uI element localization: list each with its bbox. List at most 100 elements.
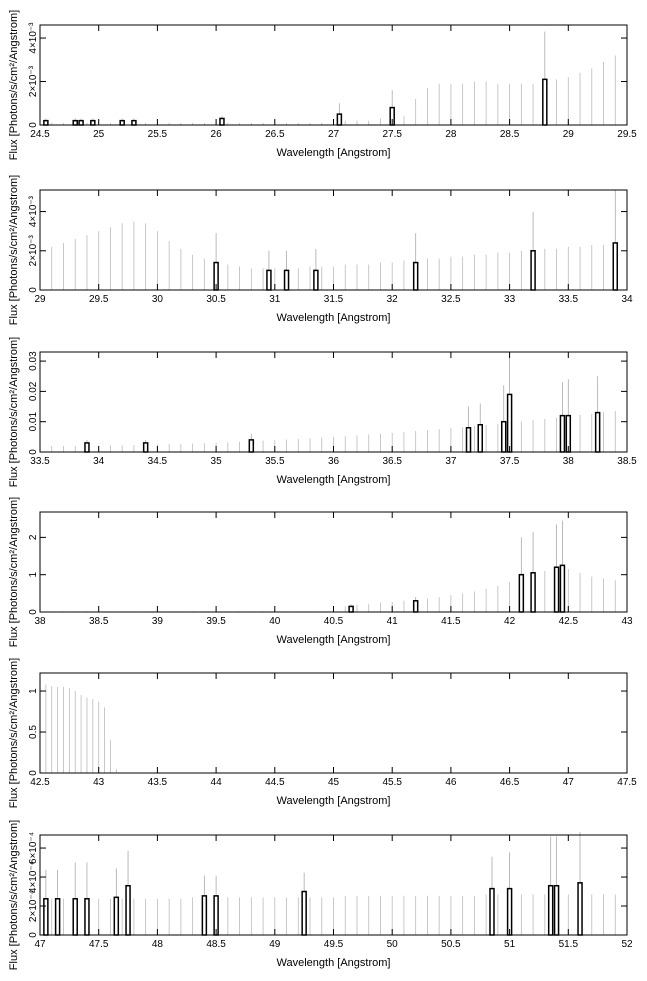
y-tick-label: 4×10⁻⁴ xyxy=(28,861,39,893)
x-tick-label: 26.5 xyxy=(265,129,285,140)
x-tick-label: 44 xyxy=(211,777,223,788)
x-tick-label: 29.5 xyxy=(89,294,109,305)
panel: 42.5 43 43.5 44 44.5 45 45.5 46 46.5 47 47.5 0 0.5 1 W… xyxy=(8,658,637,808)
flux-bin xyxy=(542,78,548,126)
x-tick-label: 36.5 xyxy=(382,456,402,467)
x-tick-label: 37 xyxy=(445,456,457,467)
flux-bin xyxy=(547,884,554,936)
flux-bin xyxy=(594,411,601,453)
y-tick-label: 0 xyxy=(28,287,39,293)
y-tick-label: 0 xyxy=(28,449,39,455)
flux-bin xyxy=(119,119,125,126)
x-tick-label: 48.5 xyxy=(206,939,226,950)
x-tick-label: 45 xyxy=(328,777,340,788)
x-tick-label: 30.5 xyxy=(206,294,226,305)
x-tick-label: 32 xyxy=(387,294,399,305)
flux-bin xyxy=(283,269,290,291)
flux-bin xyxy=(530,572,536,613)
x-tick-label: 26 xyxy=(211,129,223,140)
x-tick-label: 47 xyxy=(34,939,46,950)
x-tick-label: 46.5 xyxy=(500,777,520,788)
flux-bin xyxy=(131,119,137,126)
y-tick-label: 0 xyxy=(28,122,39,128)
x-tick-label: 41 xyxy=(387,616,399,627)
y-tick-label: 4×10⁻³ xyxy=(28,22,39,54)
x-tick-label: 38 xyxy=(34,616,46,627)
panel: 33.5 34 34.5 35 35.5 36 36.5 37 37.5 38 38.5 0 0.01 0… xyxy=(8,337,637,487)
plot-frame xyxy=(39,24,628,126)
x-tick-label: 42 xyxy=(504,616,516,627)
y-axis-label: Flux [Photons/s/cm²/Angstrom] xyxy=(8,10,20,160)
flux-bin xyxy=(506,887,513,936)
x-tick-label: 40 xyxy=(269,616,281,627)
flux-bin xyxy=(113,896,120,936)
flux-bin xyxy=(43,898,49,936)
x-tick-label: 25.5 xyxy=(148,129,168,140)
flux-bin xyxy=(125,884,131,936)
panel: 38 38.5 39 39.5 40 40.5 41 41.5 42 42.5 43 0 1 2 Wavel… xyxy=(8,497,633,647)
plot-frame xyxy=(39,672,628,774)
x-tick-label: 33.5 xyxy=(30,456,50,467)
y-tick-label: 2 xyxy=(28,534,39,540)
x-tick-label: 35 xyxy=(211,456,223,467)
x-tick-label: 51 xyxy=(504,939,516,950)
y-tick-label: 2×10⁻⁴ xyxy=(28,890,39,922)
x-tick-label: 38.5 xyxy=(617,456,637,467)
y-axis-label: Flux [Photons/s/cm²/Angstrom] xyxy=(8,337,20,487)
x-tick-label: 46 xyxy=(445,777,457,788)
y-axis-label: Flux [Photons/s/cm²/Angstrom] xyxy=(8,820,20,970)
flux-bin xyxy=(559,414,566,453)
flux-bin xyxy=(489,887,495,936)
flux-bin xyxy=(72,898,78,936)
y-tick-label: 0.03 xyxy=(28,351,39,371)
flux-bin xyxy=(142,442,149,453)
x-tick-label: 33.5 xyxy=(559,294,579,305)
x-tick-label: 29 xyxy=(563,129,575,140)
x-tick-label: 34 xyxy=(93,456,105,467)
flux-bin xyxy=(559,564,566,613)
flux-bin xyxy=(313,269,319,291)
x-tick-label: 48 xyxy=(152,939,164,950)
flux-bin xyxy=(412,261,419,291)
y-tick-label: 2×10⁻³ xyxy=(28,235,39,267)
y-axis-label: Flux [Photons/s/cm²/Angstrom] xyxy=(8,497,20,647)
y-tick-label: 1 xyxy=(28,688,39,694)
flux-bin xyxy=(577,882,583,936)
y-tick-label: 6×10⁻⁴ xyxy=(28,832,39,864)
x-tick-label: 36 xyxy=(328,456,340,467)
x-tick-label: 40.5 xyxy=(324,616,344,627)
x-tick-label: 35.5 xyxy=(265,456,285,467)
flux-bin xyxy=(90,119,96,126)
flux-bin xyxy=(201,895,208,936)
flux-bin xyxy=(518,573,525,613)
flux-bin xyxy=(219,117,225,126)
x-tick-label: 38.5 xyxy=(89,616,109,627)
y-tick-label: 4×10⁻³ xyxy=(28,195,39,227)
flux-bin xyxy=(506,393,513,453)
x-tick-label: 29.5 xyxy=(617,129,637,140)
x-tick-label: 30 xyxy=(152,294,164,305)
flux-bin xyxy=(412,600,419,613)
y-tick-label: 0.01 xyxy=(28,412,39,432)
flux-bin xyxy=(336,113,343,126)
flux-bin xyxy=(500,420,507,453)
y-axis-label: Flux [Photons/s/cm²/Angstrom] xyxy=(8,658,20,808)
x-tick-label: 43 xyxy=(621,616,633,627)
x-tick-label: 32.5 xyxy=(441,294,461,305)
flux-bin xyxy=(43,119,49,126)
x-tick-label: 49 xyxy=(269,939,281,950)
y-tick-label: 0.02 xyxy=(28,381,39,401)
x-tick-label: 42.5 xyxy=(559,616,579,627)
flux-bin xyxy=(78,119,84,126)
panel: 29 29.5 30 30.5 31 31.5 32 32.5 33 33.5 34 0 2×10⁻³ 4… xyxy=(8,175,633,325)
flux-bin xyxy=(72,119,78,126)
flux-bin xyxy=(84,442,90,453)
x-tick-label: 39.5 xyxy=(206,616,226,627)
x-axis-label: Wavelength [Angstrom] xyxy=(277,312,391,324)
x-tick-label: 29 xyxy=(34,294,46,305)
y-tick-label: 0 xyxy=(28,609,39,615)
flux-bin xyxy=(612,242,619,291)
x-tick-label: 44.5 xyxy=(265,777,285,788)
y-tick-label: 0 xyxy=(28,770,39,776)
